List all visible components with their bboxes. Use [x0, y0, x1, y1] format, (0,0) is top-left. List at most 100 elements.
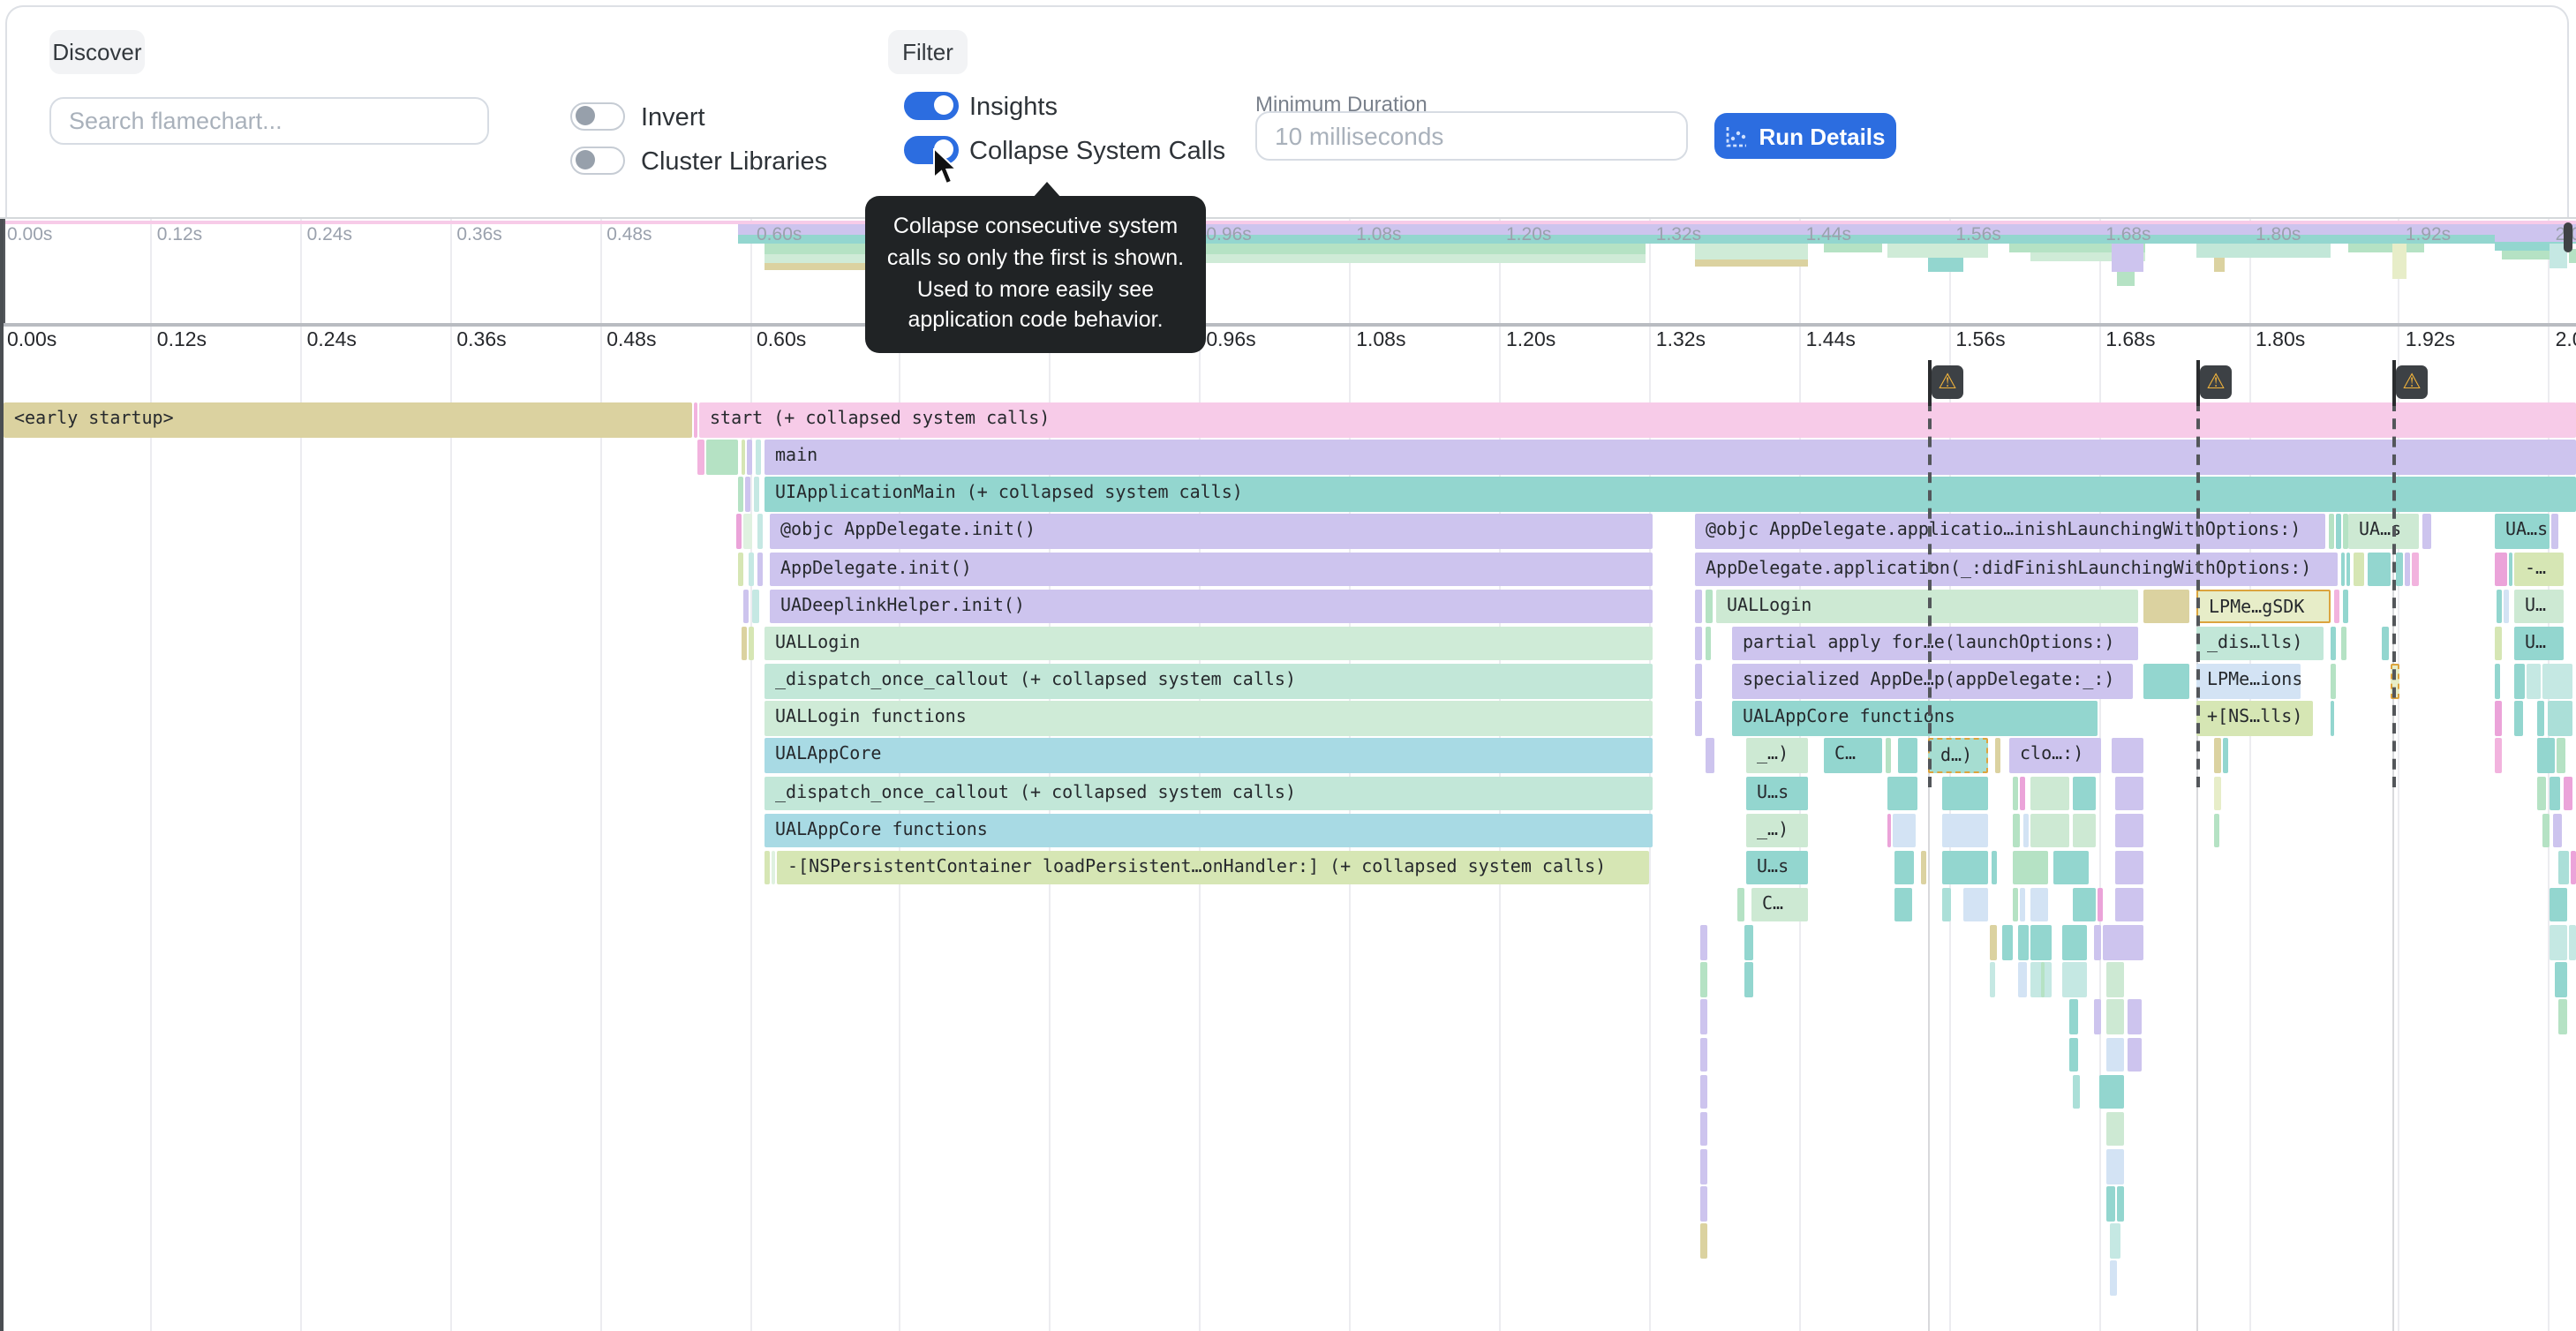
warning-marker[interactable]: ⚠ [1932, 365, 1963, 398]
flame-block[interactable]: UA…s [2495, 515, 2550, 549]
flame-block[interactable] [1942, 776, 1988, 810]
flame-block[interactable]: AppDelegate.application(_:didFinishLaunc… [1695, 552, 2325, 586]
flame-block[interactable] [747, 440, 752, 474]
flame-block[interactable] [2062, 963, 2087, 997]
flame-block[interactable] [2013, 776, 2018, 810]
flame-block[interactable] [2555, 963, 2567, 997]
flame-block[interactable] [2550, 925, 2567, 959]
flame-block[interactable] [2106, 1149, 2124, 1184]
flame-block[interactable] [752, 590, 759, 624]
flame-block[interactable]: -… [2514, 552, 2564, 586]
flame-block[interactable] [2343, 590, 2348, 624]
flame-block[interactable]: _dispatch_once_callout (+ collapsed syst… [765, 664, 1653, 698]
flame-block[interactable] [1706, 627, 1711, 661]
flame-block[interactable] [2569, 925, 2576, 959]
flame-block[interactable] [1700, 1074, 1707, 1109]
flame-block[interactable] [2557, 739, 2565, 773]
flame-block[interactable]: clo…:) [2009, 739, 2101, 773]
flame-block[interactable]: d…) [1928, 739, 1988, 773]
flame-block[interactable] [2341, 552, 2345, 586]
flame-block[interactable] [2354, 552, 2364, 586]
flame-block[interactable] [743, 590, 749, 624]
flame-block[interactable] [1700, 963, 1707, 997]
flame-block[interactable] [2329, 515, 2334, 549]
flame-block[interactable] [2331, 701, 2334, 735]
flame-block[interactable]: @objc AppDelegate.applicatio…inishLaunch… [1695, 515, 2325, 549]
flame-block[interactable] [2495, 701, 2502, 735]
minimum-duration-input[interactable] [1255, 111, 1688, 161]
flame-block[interactable] [2214, 739, 2221, 773]
flame-block[interactable] [742, 627, 747, 661]
flame-block[interactable] [2143, 664, 2189, 698]
search-input[interactable] [49, 97, 489, 145]
flame-block[interactable] [2106, 1112, 2124, 1147]
flame-block[interactable]: U… [2514, 590, 2564, 624]
minimap-scrollbar-thumb[interactable] [2564, 222, 2572, 252]
flame-block[interactable] [2334, 590, 2339, 624]
flame-block[interactable] [2422, 515, 2431, 549]
flame-block[interactable] [2112, 739, 2143, 773]
flame-block[interactable] [2023, 813, 2029, 847]
flame-block[interactable] [2382, 627, 2389, 661]
flame-block[interactable] [2405, 552, 2410, 586]
flame-block[interactable] [2331, 664, 2336, 698]
flame-block[interactable] [2564, 776, 2572, 810]
flame-block[interactable] [1744, 925, 1753, 959]
flame-block[interactable] [2013, 813, 2020, 847]
flame-block[interactable] [743, 515, 752, 549]
flame-block[interactable] [2115, 851, 2143, 885]
flame-block[interactable] [2020, 888, 2025, 922]
flame-block[interactable] [2495, 627, 2502, 661]
flame-block[interactable]: LPMe…gSDK [2196, 590, 2331, 624]
flame-block[interactable] [1942, 888, 1951, 922]
flame-block[interactable] [2094, 925, 2101, 959]
flame-block[interactable] [1921, 851, 1926, 885]
flame-block[interactable] [2551, 515, 2558, 549]
flame-block[interactable] [738, 552, 743, 586]
flame-block[interactable]: UALAppCore functions [1732, 701, 2098, 735]
flame-block[interactable] [2062, 925, 2087, 959]
flame-block[interactable]: U…s [1746, 851, 1808, 885]
flame-block[interactable] [2030, 776, 2069, 810]
flame-block[interactable] [2542, 813, 2550, 847]
flame-block[interactable] [2346, 552, 2350, 586]
flame-block[interactable] [2368, 552, 2391, 586]
flame-block[interactable]: +[NS…lls) [2196, 701, 2313, 735]
flame-block[interactable] [2073, 813, 2096, 847]
flame-block[interactable] [2073, 776, 2096, 810]
flame-block[interactable] [697, 440, 704, 474]
flame-block[interactable] [2020, 776, 2025, 810]
flame-block[interactable]: C… [1824, 739, 1882, 773]
flame-block[interactable] [2115, 813, 2143, 847]
flame-block[interactable] [2069, 1037, 2078, 1072]
flame-block[interactable] [2331, 627, 2336, 661]
flame-block[interactable] [1990, 963, 1995, 997]
flame-block[interactable]: UALLogin [1716, 590, 2138, 624]
filter-button[interactable]: Filter [888, 30, 968, 74]
flame-block[interactable] [2013, 888, 2018, 922]
flame-block[interactable] [2553, 813, 2562, 847]
flame-block[interactable] [1893, 813, 1916, 847]
flame-block[interactable] [2143, 590, 2189, 624]
flame-block[interactable]: UALAppCore [765, 739, 1653, 773]
flame-block[interactable] [2495, 664, 2500, 698]
flame-block[interactable] [1886, 739, 1891, 773]
flame-block[interactable] [772, 851, 775, 885]
flame-block[interactable] [2558, 851, 2569, 885]
flame-block[interactable] [749, 552, 754, 586]
flame-block[interactable] [2110, 1261, 2117, 1296]
flame-block[interactable]: U…s [1746, 776, 1808, 810]
flame-block[interactable]: partial apply for…e(launchOptions:) [1732, 627, 2138, 661]
flame-block[interactable] [2110, 1224, 2120, 1259]
flame-block[interactable] [754, 478, 759, 512]
flame-block[interactable] [2106, 1186, 2115, 1221]
invert-toggle[interactable] [570, 102, 625, 131]
flame-block[interactable] [1942, 813, 1988, 847]
flame-block[interactable] [745, 478, 750, 512]
flame-block[interactable]: start (+ collapsed system calls) [699, 402, 2576, 437]
flame-block[interactable]: UALLogin functions [765, 701, 1653, 735]
flame-block[interactable]: _dispatch_once_callout (+ collapsed syst… [765, 776, 1653, 810]
flame-block[interactable] [2106, 963, 2124, 997]
flame-block[interactable] [2117, 1186, 2124, 1221]
flame-block[interactable] [2497, 590, 2502, 624]
